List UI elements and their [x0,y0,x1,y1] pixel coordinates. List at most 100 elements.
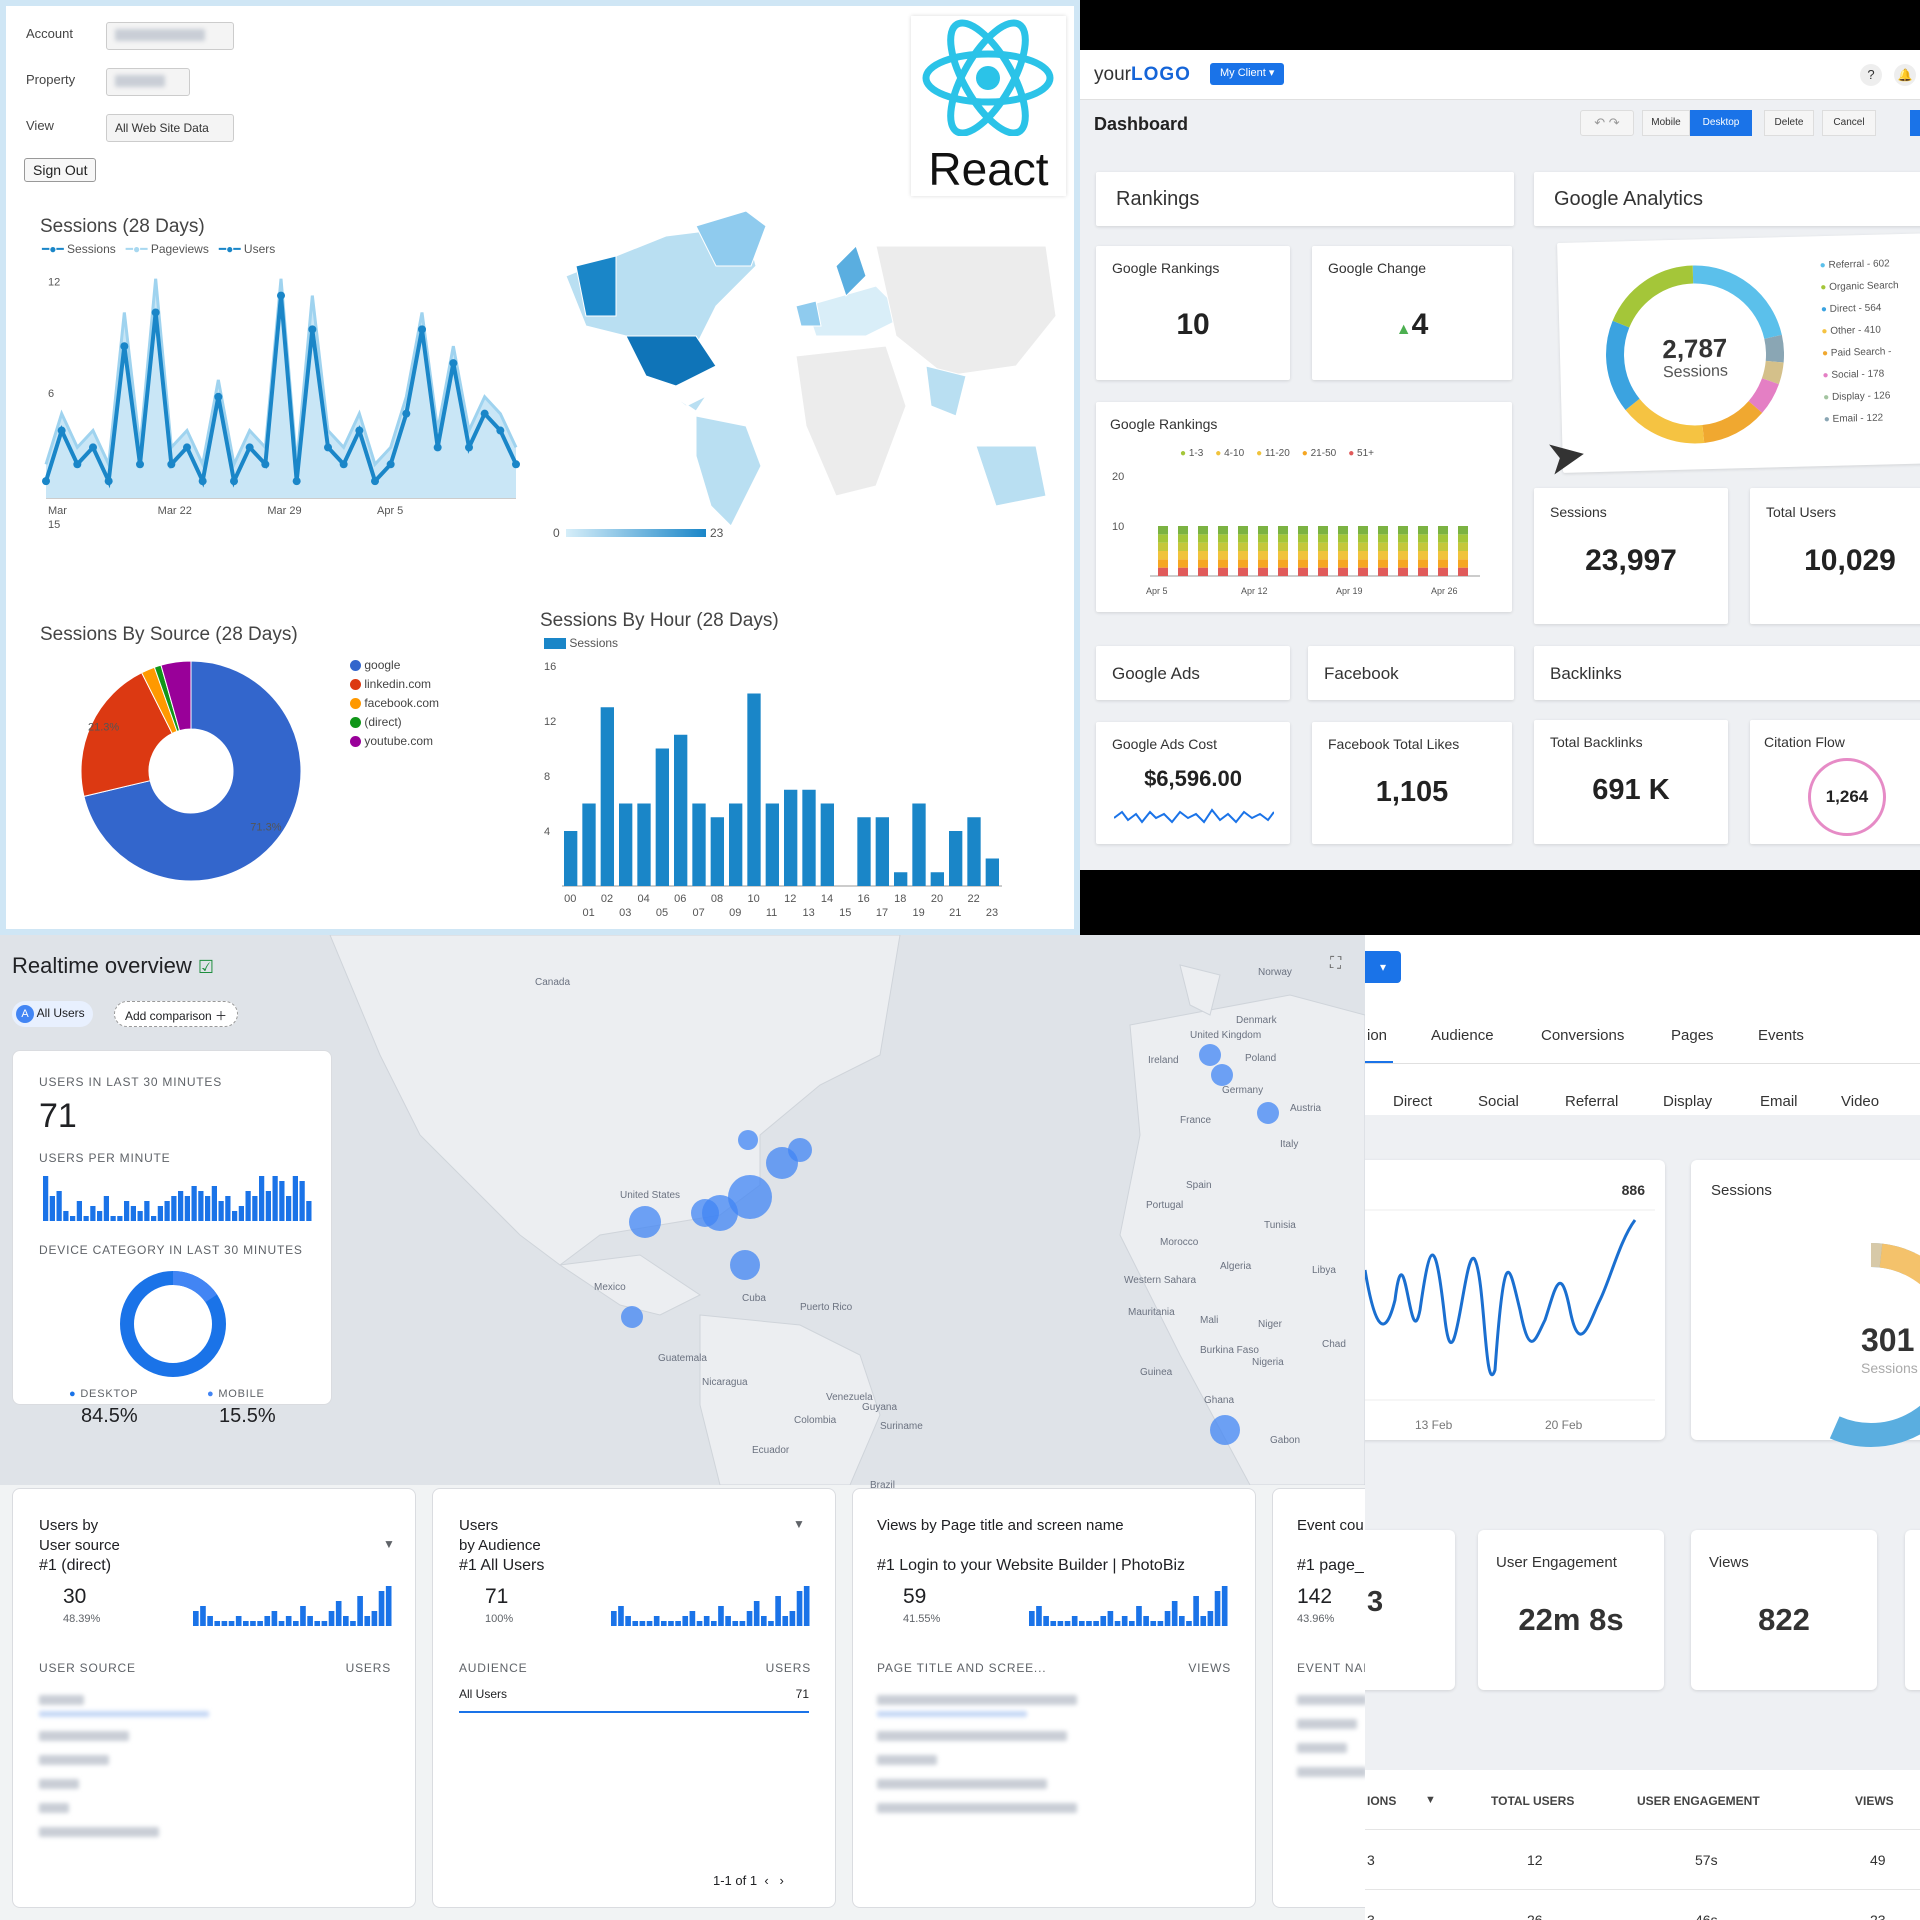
view-select[interactable]: All Web Site Data [106,114,234,142]
rank-bar-segment [1178,551,1188,560]
rank-bar-segment [1298,559,1308,568]
upm-bar [171,1196,177,1221]
tab-pages[interactable]: Pages [1671,1027,1714,1044]
tab-conversions[interactable]: Conversions [1541,1027,1625,1044]
rank-bar-segment [1258,567,1268,576]
legend-item: ● Direct - 564 [1820,302,1882,316]
rank-bar-segment [1198,567,1208,576]
spark-bar [1114,1621,1121,1626]
top-bar: yourLOGO My Client ▾ ? 🔔 [1080,50,1920,100]
y-tick-label: 10 [1112,521,1124,533]
spark-bar [307,1616,313,1626]
add-comparison-button[interactable]: Add comparison ＋ [114,1001,239,1027]
y-tick-label: 12 [48,277,60,289]
audience-row[interactable]: All Users 71 [459,1687,809,1713]
rank-bar-segment [1238,559,1248,568]
account-select[interactable] [106,22,234,50]
delete-button[interactable]: Delete [1764,110,1814,136]
sign-out-button[interactable]: Sign Out [24,158,97,182]
citation-flow-card: Citation Flow 1,264 [1750,720,1920,844]
sessions-line-chart-2 [1365,1209,1655,1401]
undo-redo-buttons[interactable]: ↶ ↷ [1580,110,1634,136]
rank-bar-segment [1438,526,1448,535]
tab-events[interactable]: Events [1758,1027,1804,1044]
spark-bar [689,1611,696,1626]
legend-item: ● Email - 122 [1823,412,1884,426]
tab-direct[interactable]: Direct [1393,1093,1433,1110]
next-page-icon[interactable]: › [779,1873,784,1888]
pie-slice [80,672,173,797]
rank-bar-segment [1238,542,1248,551]
legend-item: ● 51+ [1348,448,1374,459]
rank-bar-segment [1258,526,1268,535]
sessions-point [104,477,113,486]
upm-bar [299,1181,305,1221]
react-atom-icon [922,19,1054,137]
sessions-point [261,460,270,469]
property-select[interactable] [106,68,190,96]
save-button[interactable] [1910,110,1920,136]
help-icon[interactable]: ? [1860,64,1882,86]
spark-bar [675,1621,681,1626]
sessions-donut-card: Sessions 301 Sessions [1691,1160,1920,1447]
x-tick-label: 15 [839,907,851,916]
ga-legend: ● Referral - 602 ● Organic Search ● Direct… [1820,258,1903,436]
pie-slice [83,660,302,882]
bell-icon[interactable]: 🔔 [1894,64,1916,86]
client-dropdown[interactable]: My Client ▾ [1210,63,1285,85]
spark-bar [646,1621,653,1626]
world-map [565,210,1057,537]
spark-bar [611,1611,617,1626]
bar [857,817,871,886]
mobile-button[interactable]: Mobile [1642,110,1690,136]
brand-logo[interactable]: yourLOGO [1094,64,1191,85]
google-change-card: Google Change ▲4 [1312,246,1512,380]
spark-bar [1050,1621,1057,1626]
tab-video[interactable]: Video [1841,1093,1880,1110]
spark-bar [1107,1611,1114,1626]
sort-icon[interactable]: ▼ [1425,1794,1436,1806]
legend-item: ● 1-3 [1180,448,1204,459]
table-header: IONS ▼ TOTAL USERS USER ENGAGEMENT VIEWS [1365,1770,1920,1830]
desktop-button[interactable]: Desktop [1690,110,1752,136]
audience-bars [611,1586,810,1626]
report-panel: ▾ ion Audience Conversions Pages Events … [1365,935,1920,1920]
tab-referral[interactable]: Referral [1565,1093,1619,1110]
rank-bar-segment [1338,534,1348,543]
bar [747,693,761,886]
rank-bar-segment [1458,534,1468,543]
spark-bar [378,1591,385,1626]
prev-page-icon[interactable]: ‹ [764,1873,769,1888]
spark-bar [1036,1606,1042,1626]
bar [802,789,816,886]
legend-pageviews: Pageviews [150,242,209,256]
rank-bar-segment [1358,559,1368,568]
table-row[interactable]: 3 26 46s 23 [1367,1912,1886,1920]
rank-bar-segment [1178,526,1188,535]
x-tick-label: Apr 26 [1431,586,1458,596]
fullscreen-icon[interactable]: ⛶ [1330,955,1342,972]
table-row[interactable]: 3 12 57s 49 [1365,1830,1920,1890]
upm-bar [279,1181,285,1221]
tab-acquisition[interactable]: ion [1367,1027,1388,1044]
spark-bar [1057,1621,1064,1626]
slice-label: 71.3% [250,822,281,834]
dropdown-button[interactable]: ▾ [1365,951,1401,983]
tab-display[interactable]: Display [1663,1093,1713,1110]
spark-bar [250,1621,256,1626]
event-count-card: Event cou #1 page_ 142 43.96% EVENT NAI [1272,1488,1365,1908]
bar [674,734,688,886]
legend-item: linkedin.com [350,677,439,691]
tab-email[interactable]: Email [1760,1093,1798,1110]
tab-audience[interactable]: Audience [1431,1027,1494,1044]
donut-value: 301 [1861,1322,1915,1358]
dropdown-icon[interactable]: ▼ [383,1537,395,1551]
rank-bar-segment [1298,534,1308,543]
page-views-bars [1029,1586,1228,1626]
x-tick-label: 15 [48,519,60,528]
react-logo: React [911,16,1066,196]
cancel-button[interactable]: Cancel [1822,110,1876,136]
all-users-chip[interactable]: A All Users [12,1001,93,1027]
dropdown-icon[interactable]: ▼ [793,1517,805,1531]
tab-social[interactable]: Social [1478,1093,1519,1110]
